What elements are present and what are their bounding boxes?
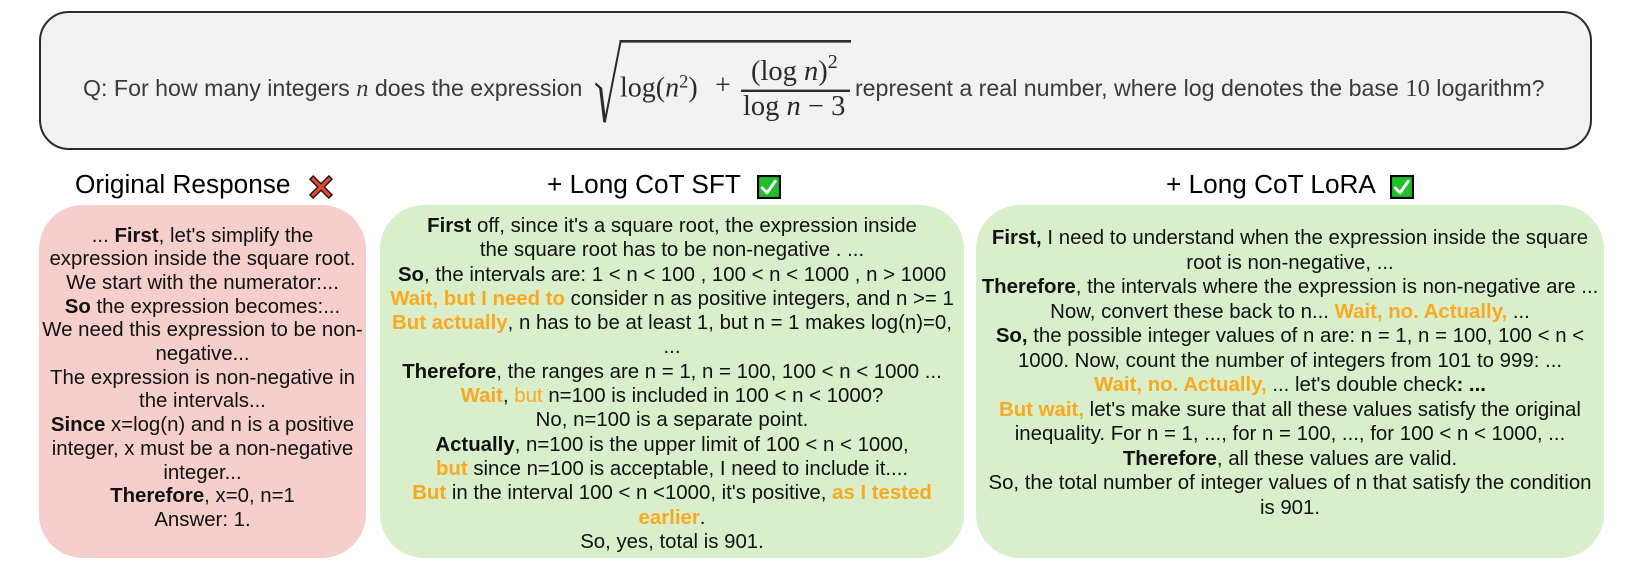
svg-text:(log n)2: (log n)2	[751, 51, 838, 87]
svg-text:log n − 3: log n − 3	[743, 91, 845, 122]
svg-text:log(n2): log(n2)	[620, 72, 698, 103]
svg-text:+: +	[715, 70, 731, 101]
